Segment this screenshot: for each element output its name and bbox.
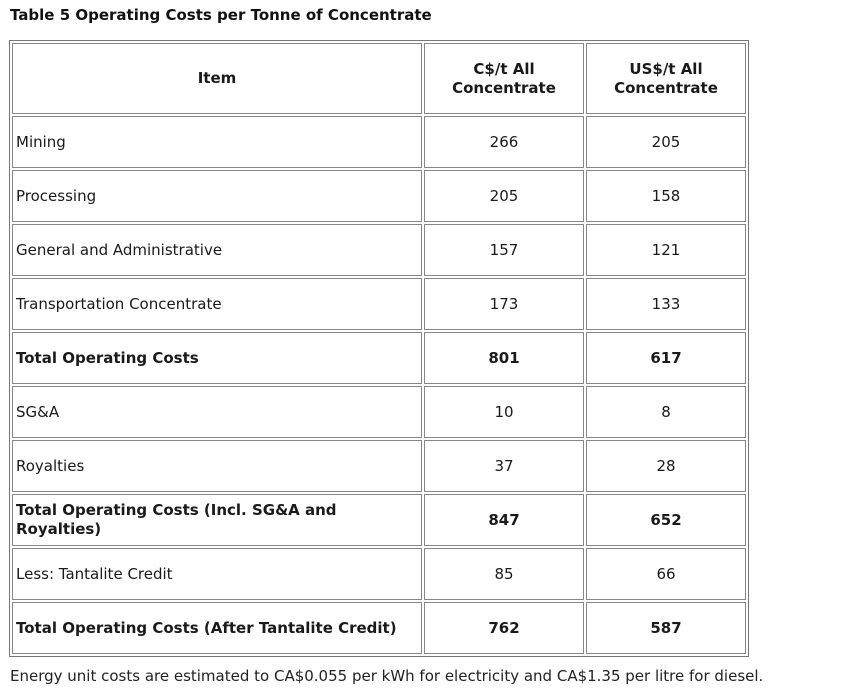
row-cad-value: 85 [424,548,584,600]
row-item-cell: Transportation Concentrate [12,278,422,330]
row-usd-value: 28 [586,440,746,492]
row-usd-value: 205 [586,116,746,168]
row-usd-value: 617 [586,332,746,384]
row-item-cell: SG&A [12,386,422,438]
row-usd-value: 587 [586,602,746,654]
operating-costs-table: Item C$/t All Concentrate US$/t All Conc… [9,40,749,657]
row-cad-value: 173 [424,278,584,330]
header-usd-line2: Concentrate [614,78,718,97]
table-header-row: Item C$/t All Concentrate US$/t All Conc… [12,43,746,114]
row-item-cell: Total Operating Costs (Incl. SG&A and Ro… [12,494,422,546]
row-cad-value: 801 [424,332,584,384]
table-row: SG&A 10 8 [12,386,746,438]
row-usd-value: 158 [586,170,746,222]
row-item-cell: Less: Tantalite Credit [12,548,422,600]
row-usd-value: 8 [586,386,746,438]
table-row: Total Operating Costs (Incl. SG&A and Ro… [12,494,746,546]
row-cad-value: 157 [424,224,584,276]
row-item-cell: Mining [12,116,422,168]
table-title: Table 5 Operating Costs per Tonne of Con… [10,6,432,24]
header-item: Item [12,43,422,114]
table-row: Processing 205 158 [12,170,746,222]
row-cad-value: 205 [424,170,584,222]
table-row: Total Operating Costs (After Tantalite C… [12,602,746,654]
table-row: Less: Tantalite Credit 85 66 [12,548,746,600]
row-item-cell: General and Administrative [12,224,422,276]
row-item-cell: Total Operating Costs (After Tantalite C… [12,602,422,654]
header-cad-line1: C$/t All [473,59,535,78]
row-cad-value: 37 [424,440,584,492]
row-item-cell: Processing [12,170,422,222]
row-usd-value: 133 [586,278,746,330]
table-row: Total Operating Costs 801 617 [12,332,746,384]
header-usd-per-tonne: US$/t All Concentrate [586,43,746,114]
row-cad-value: 847 [424,494,584,546]
row-cad-value: 10 [424,386,584,438]
row-item-cell: Royalties [12,440,422,492]
row-cad-value: 266 [424,116,584,168]
row-item-cell: Total Operating Costs [12,332,422,384]
row-usd-value: 66 [586,548,746,600]
table-row: General and Administrative 157 121 [12,224,746,276]
row-cad-value: 762 [424,602,584,654]
energy-cost-footnote: Energy unit costs are estimated to CA$0.… [10,667,764,685]
table-row: Mining 266 205 [12,116,746,168]
header-usd-line1: US$/t All [629,59,703,78]
row-usd-value: 121 [586,224,746,276]
row-usd-value: 652 [586,494,746,546]
table-row: Transportation Concentrate 173 133 [12,278,746,330]
header-cad-per-tonne: C$/t All Concentrate [424,43,584,114]
table-row: Royalties 37 28 [12,440,746,492]
header-cad-line2: Concentrate [452,78,556,97]
